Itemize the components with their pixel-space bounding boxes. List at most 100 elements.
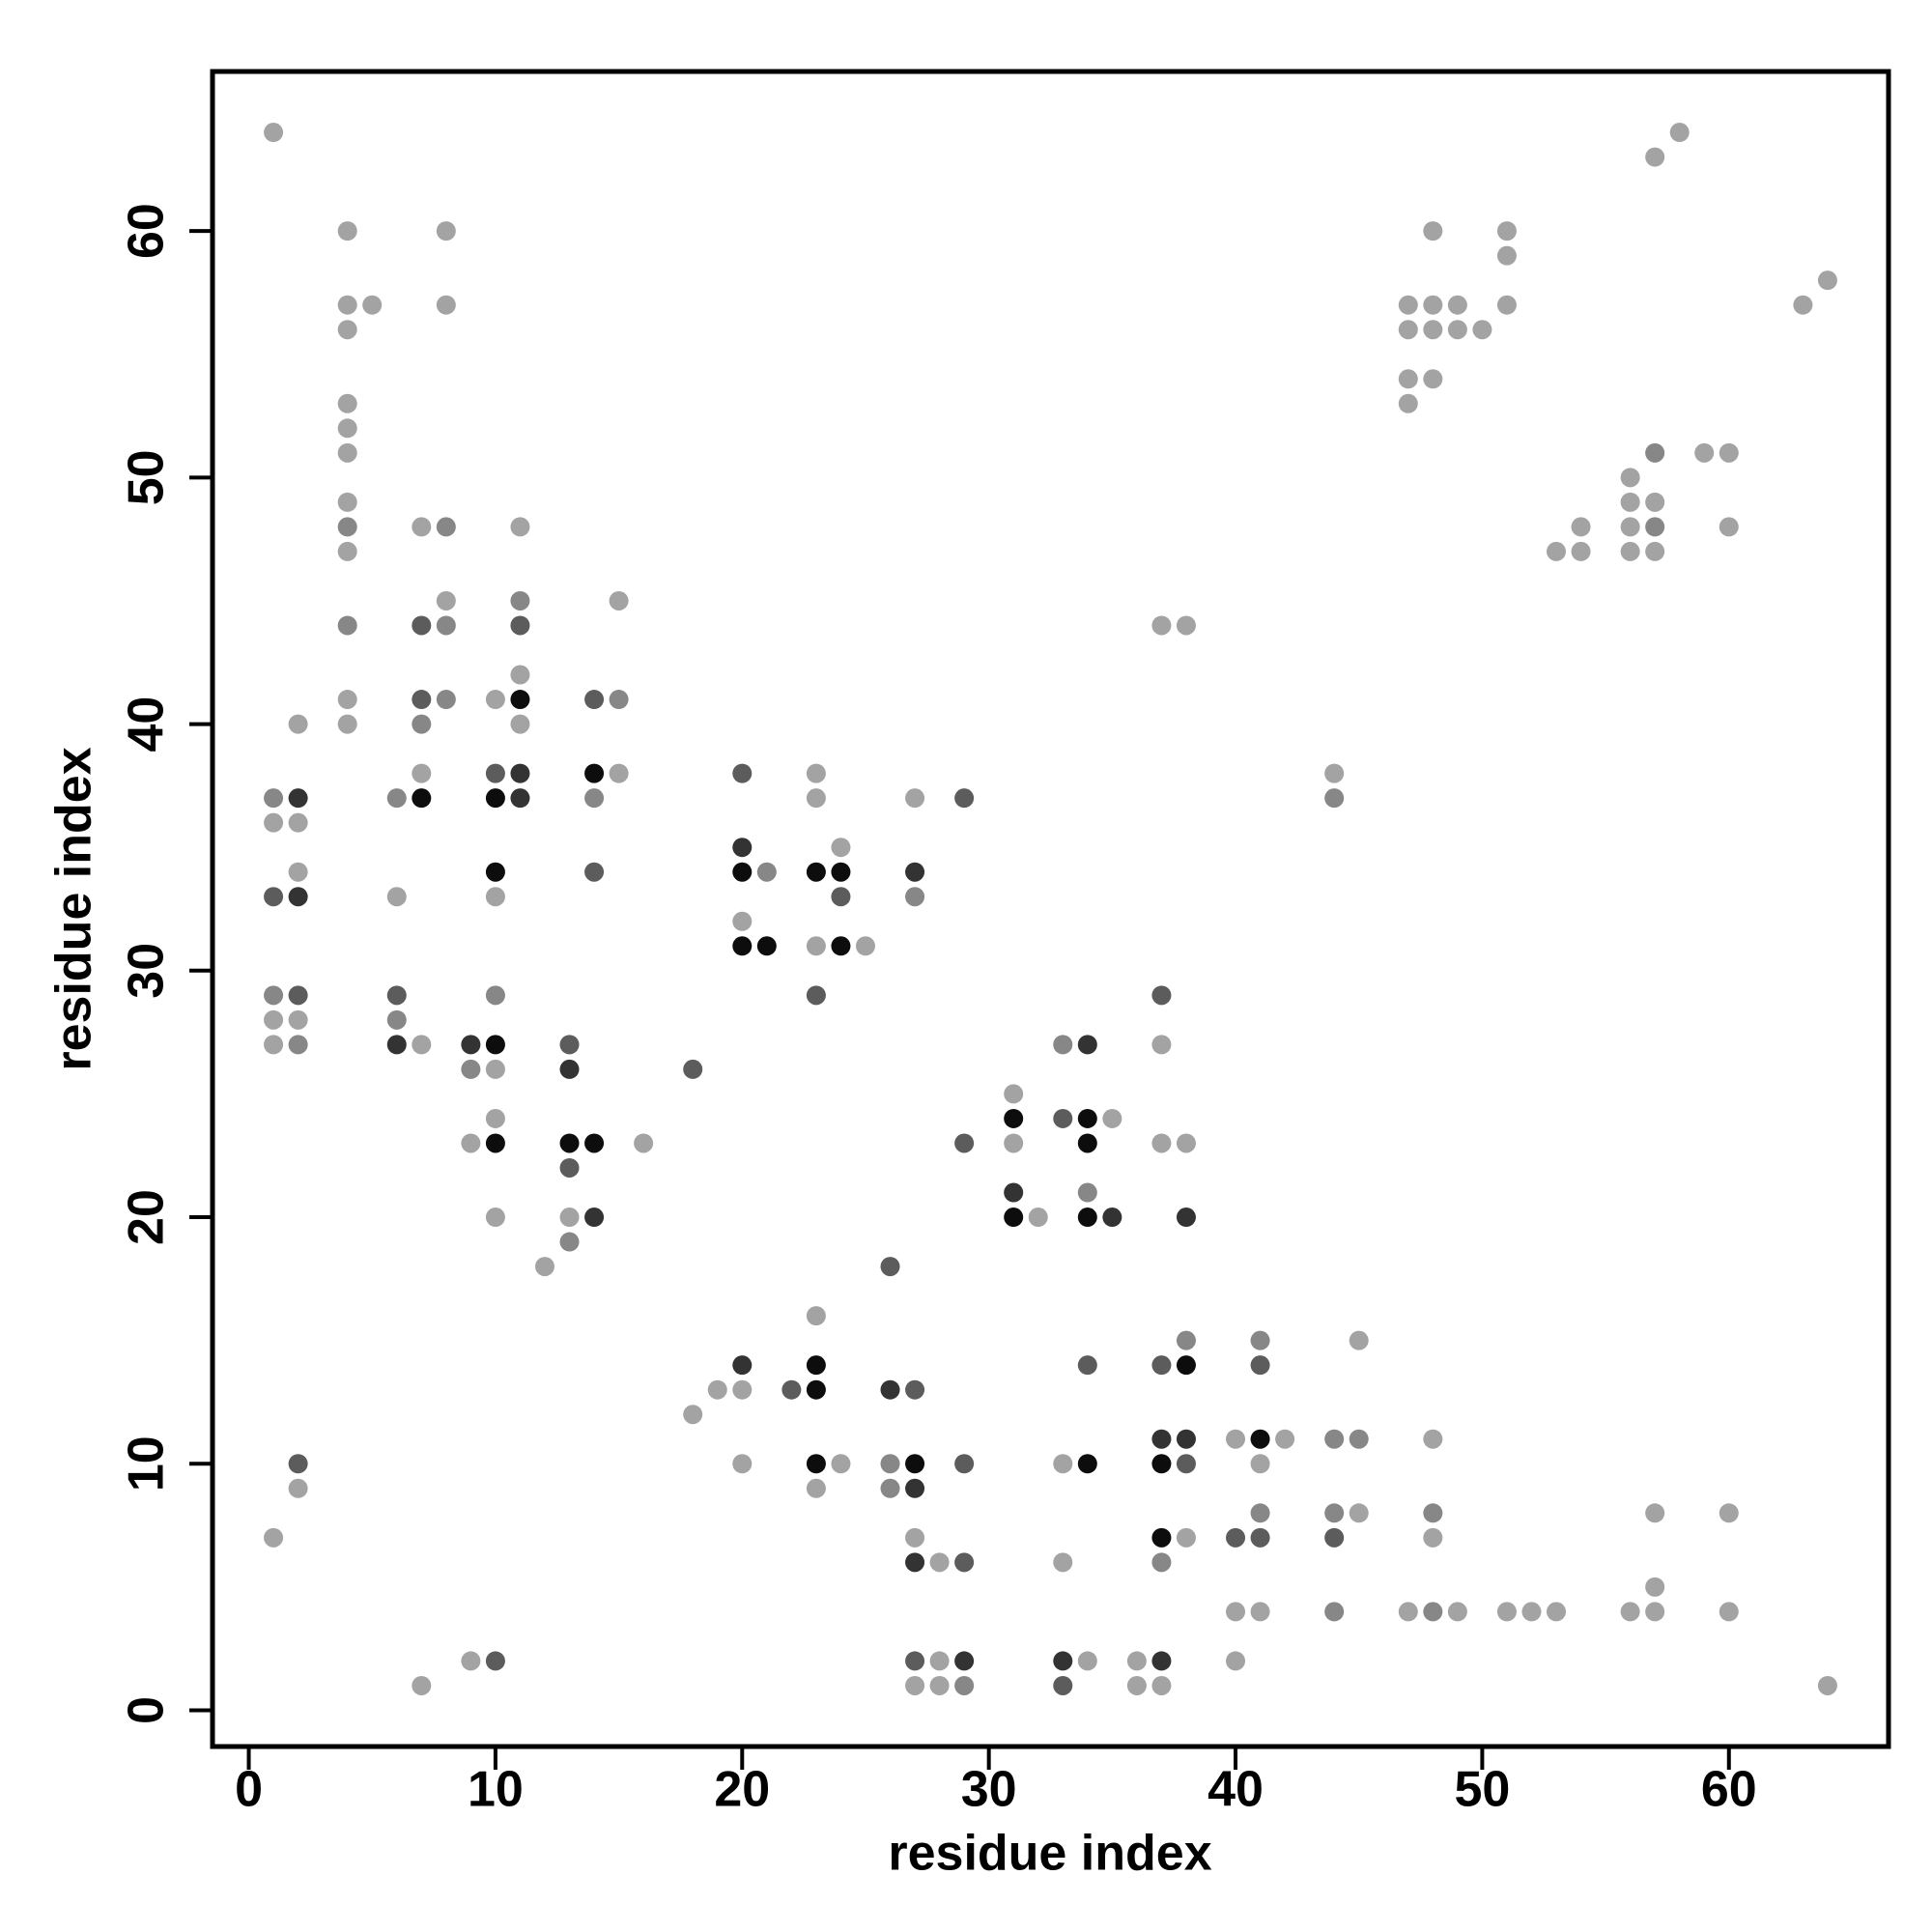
point	[584, 862, 605, 882]
point	[1004, 1208, 1024, 1228]
point	[954, 788, 975, 809]
point	[1275, 1429, 1295, 1449]
point	[929, 1675, 950, 1695]
x-tick-label: 40	[1208, 1762, 1264, 1818]
point	[1620, 492, 1640, 512]
point	[954, 1133, 975, 1153]
point	[264, 1035, 284, 1055]
point	[337, 221, 357, 242]
point	[707, 1379, 727, 1400]
point	[1817, 1675, 1837, 1695]
point	[1226, 1527, 1246, 1548]
point	[1077, 1208, 1097, 1228]
point	[584, 1208, 605, 1228]
point	[485, 690, 505, 710]
point	[831, 936, 851, 956]
point	[1324, 788, 1345, 809]
point	[1004, 1108, 1024, 1128]
point	[1226, 1602, 1246, 1622]
y-tick-label: 30	[119, 943, 175, 999]
point	[1176, 1355, 1196, 1376]
point	[412, 763, 432, 783]
point	[1349, 1429, 1369, 1449]
point	[954, 1552, 975, 1573]
point	[1176, 1429, 1196, 1449]
point	[412, 690, 432, 710]
point	[1151, 1675, 1172, 1695]
point	[559, 1208, 580, 1228]
point	[337, 393, 357, 413]
point	[1645, 517, 1665, 537]
point	[905, 1478, 925, 1498]
point	[1620, 541, 1640, 561]
x-tick-label: 0	[235, 1762, 263, 1818]
point	[781, 1379, 802, 1400]
point	[436, 221, 456, 242]
point	[1645, 147, 1665, 167]
point	[559, 1133, 580, 1153]
point	[1349, 1330, 1369, 1350]
point	[1324, 1503, 1345, 1523]
point	[1645, 492, 1665, 512]
point	[905, 862, 925, 882]
point	[412, 714, 432, 734]
point	[929, 1651, 950, 1671]
point	[1226, 1651, 1246, 1671]
point	[1250, 1503, 1270, 1523]
point	[1496, 1602, 1517, 1622]
point	[288, 1478, 308, 1498]
point	[880, 1379, 900, 1400]
point	[1645, 1577, 1665, 1597]
point	[510, 714, 530, 734]
point	[1793, 295, 1813, 315]
point	[1496, 221, 1517, 242]
y-tick-label: 50	[119, 449, 175, 505]
point	[806, 985, 826, 1006]
point	[1423, 1602, 1443, 1622]
point	[1645, 1503, 1665, 1523]
point	[559, 1035, 580, 1055]
point	[954, 1651, 975, 1671]
point	[831, 862, 851, 882]
point	[288, 1454, 308, 1474]
point	[510, 665, 530, 685]
point	[1496, 295, 1517, 315]
point	[1102, 1208, 1122, 1228]
point	[584, 1133, 605, 1153]
point	[1547, 1602, 1567, 1622]
point	[1053, 1035, 1073, 1055]
point	[1151, 1651, 1172, 1671]
point	[264, 1527, 284, 1548]
point	[1719, 1602, 1739, 1622]
point	[337, 492, 357, 512]
point	[1077, 1182, 1097, 1203]
point	[1250, 1330, 1270, 1350]
point	[732, 936, 753, 956]
point	[1398, 1602, 1418, 1622]
point	[1102, 1108, 1122, 1128]
point	[510, 615, 530, 636]
point	[905, 788, 925, 809]
point	[1472, 320, 1492, 340]
point	[1176, 1454, 1196, 1474]
point	[337, 418, 357, 439]
point	[288, 812, 308, 833]
point	[732, 862, 753, 882]
point	[806, 1306, 826, 1326]
point	[412, 517, 432, 537]
point	[905, 1527, 925, 1548]
point	[905, 1651, 925, 1671]
point	[1669, 123, 1690, 143]
point	[806, 1379, 826, 1400]
point	[1028, 1208, 1048, 1228]
point	[485, 1059, 505, 1079]
point	[806, 1478, 826, 1498]
x-axis-label: residue index	[888, 1826, 1211, 1882]
point	[386, 1035, 407, 1055]
point	[1151, 1133, 1172, 1153]
point	[510, 590, 530, 611]
point	[337, 517, 357, 537]
point	[412, 1675, 432, 1695]
